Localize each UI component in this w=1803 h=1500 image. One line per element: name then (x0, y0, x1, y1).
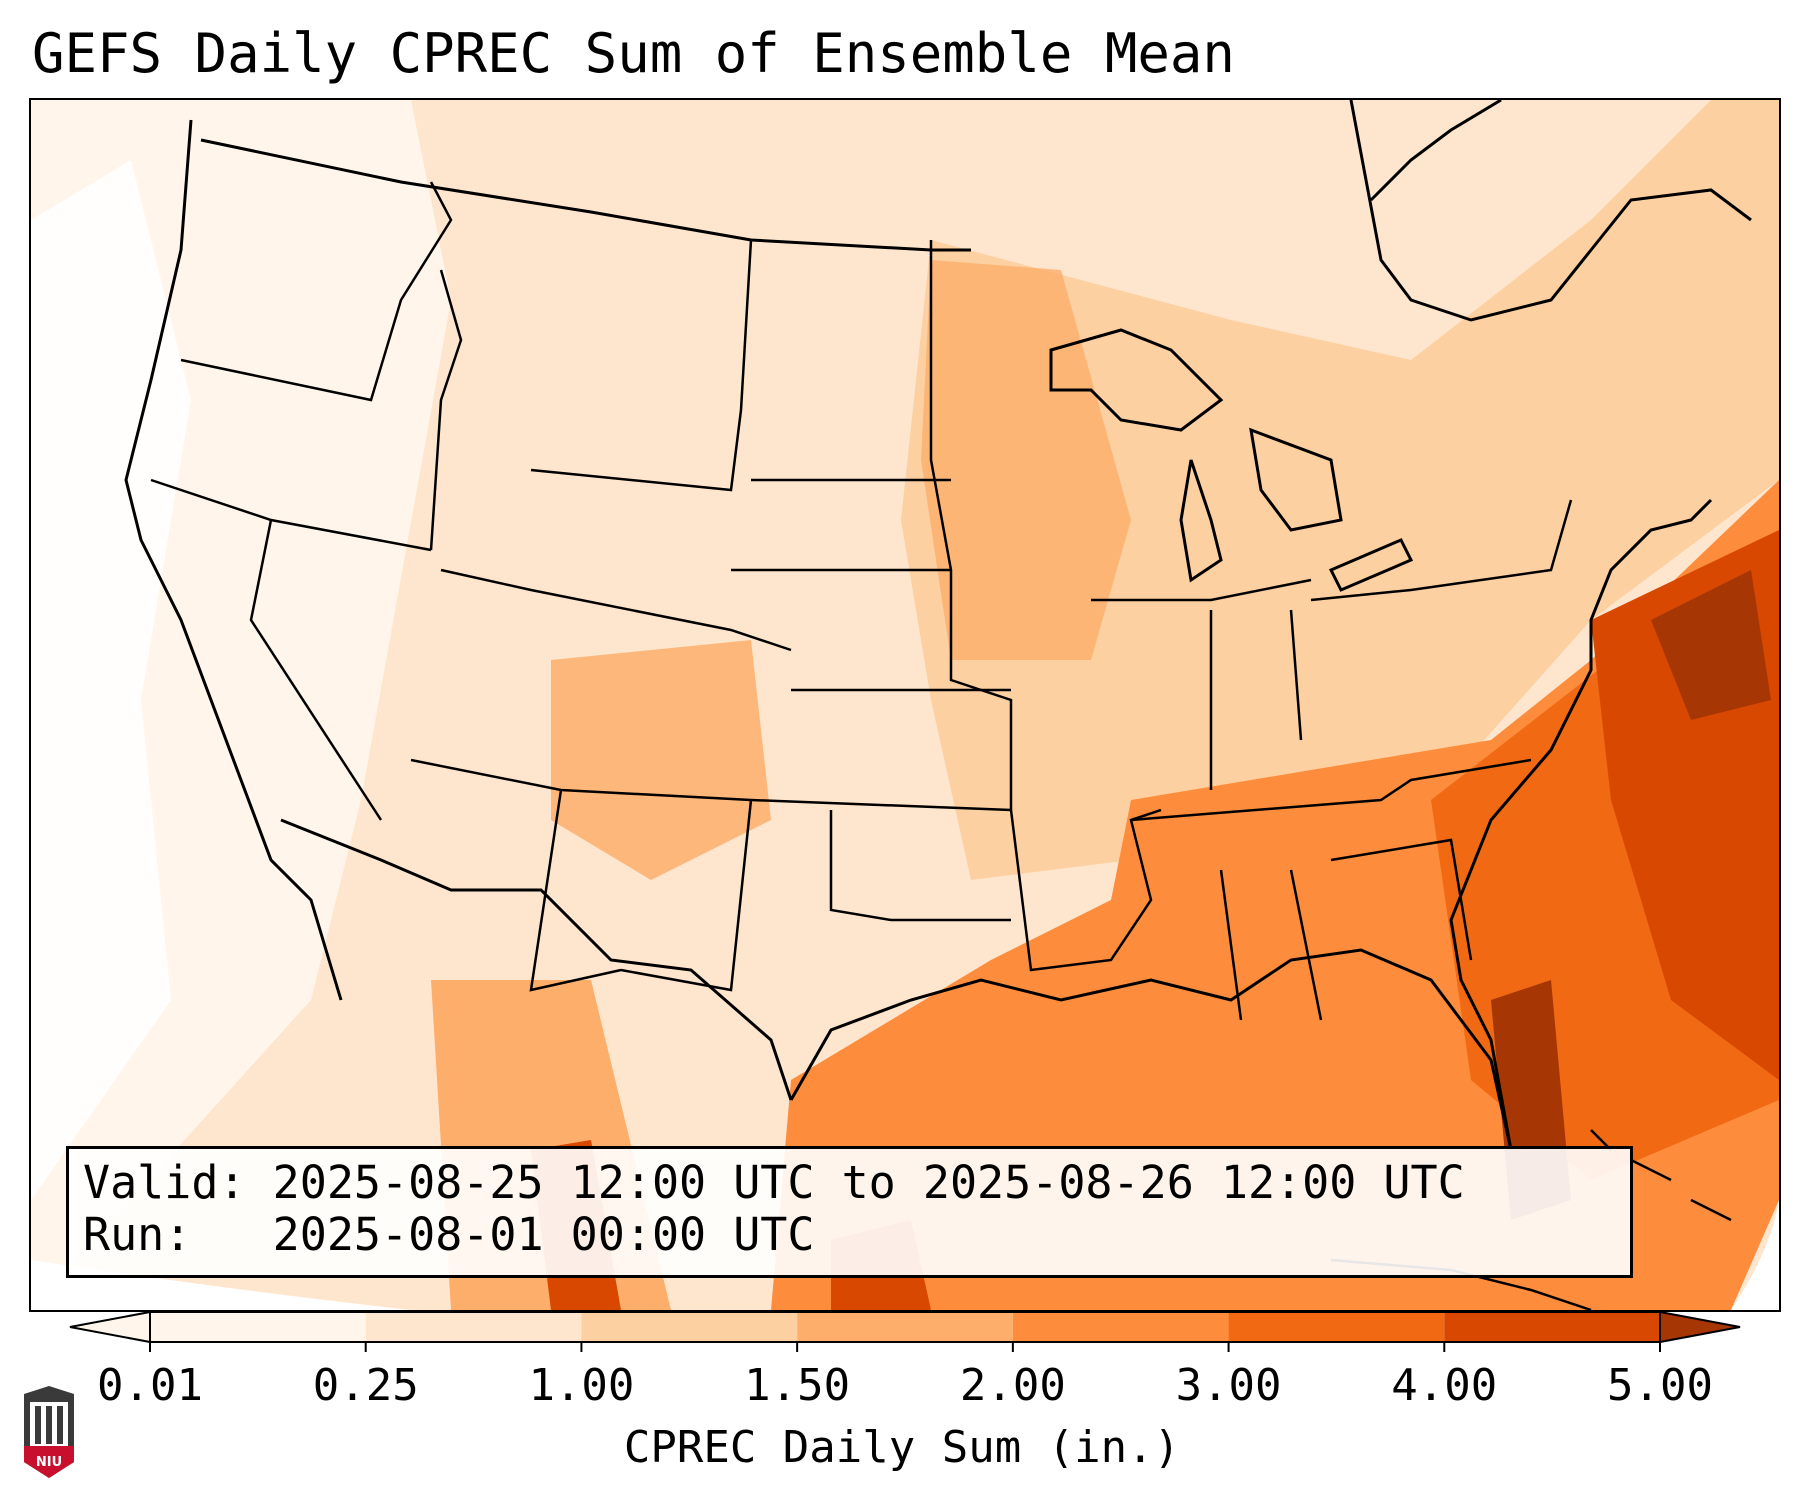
niu-logo-icon: NIU (24, 1386, 74, 1478)
lake-erie (1328, 538, 1414, 592)
precip-moderate-colorado (551, 640, 771, 880)
colorbar-tick-label: 1.00 (528, 1360, 635, 1411)
colorbar-segments (69, 1310, 1741, 1344)
precip-moderate-upper-midwest (921, 260, 1131, 660)
border-wy-mt (530, 239, 753, 492)
colorbar-ticks (149, 1342, 1661, 1352)
colorbar-segment (1228, 1312, 1445, 1342)
precipitation-map (31, 100, 1779, 1310)
colorbar-segment (1444, 1312, 1660, 1342)
political-borders (124, 100, 1752, 1151)
border-ar-la (1009, 808, 1162, 972)
border-or-id (180, 181, 453, 402)
offdomain-se (1731, 1200, 1779, 1310)
border-nv (249, 519, 383, 821)
border-nm-tx (620, 799, 753, 992)
border-id-mt (429, 269, 463, 551)
border-co-north (440, 568, 792, 652)
colorbar-segment (797, 1312, 1013, 1342)
precip-moderate-east (901, 100, 1779, 880)
colorbar-segment (581, 1312, 798, 1342)
run-line: Run: 2025-08-01 00:00 UTC (83, 1208, 815, 1261)
colorbar (69, 1310, 1741, 1352)
lake-huron (1249, 427, 1343, 532)
border-al-ga (1289, 869, 1323, 1021)
colorbar-tick-label: 0.01 (97, 1360, 203, 1411)
border-ga-sc (1330, 838, 1473, 961)
lake-michigan (1179, 459, 1223, 583)
border-us-canada-west (200, 138, 971, 252)
colorbar-tick-label: 3.00 (1175, 1360, 1282, 1411)
colorbar-label: CPREC Daily Sum (in.) (623, 1422, 1181, 1473)
colorbar-segment (365, 1312, 582, 1342)
colorbar-tick-label: 1.50 (744, 1360, 851, 1411)
border-wi-il (1091, 578, 1312, 602)
border-az-nm (529, 789, 622, 992)
border-pa (1310, 499, 1573, 602)
colorbar-tick-label: 4.00 (1391, 1360, 1498, 1411)
logo-text: NIU (36, 1455, 62, 1470)
colorbar-segment (1012, 1312, 1229, 1342)
valid-line: Valid: 2025-08-25 12:00 UTC to 2025-08-2… (83, 1156, 1465, 1209)
map-panel[interactable] (29, 98, 1781, 1312)
border-canada-east (1349, 100, 1752, 322)
border-tx-ok (829, 810, 1011, 922)
coastline-west (124, 119, 343, 1001)
border-us-mexico (280, 818, 793, 1101)
colorbar-outline (149, 1311, 1661, 1343)
lake-superior (1049, 328, 1224, 432)
coastline-east (1449, 498, 1713, 1151)
precip-trace-west (31, 160, 191, 1200)
colorbar-tick-label: 2.00 (959, 1360, 1066, 1411)
hudson-bay-coast (1369, 100, 1502, 202)
colorbar-segment (150, 1312, 366, 1342)
map-title: GEFS Daily CPREC Sum of Ensemble Mean (32, 22, 1235, 85)
colorbar-extend-low (69, 1310, 151, 1344)
offdomain-sw (31, 1260, 411, 1310)
border-mn-ia-mo (929, 240, 1013, 810)
border-ms-al (1219, 869, 1243, 1021)
border-oh-in (1289, 609, 1303, 741)
state-borders (150, 181, 1573, 1021)
coastline-gulf (789, 948, 1513, 1151)
border-ok-ks (410, 758, 1012, 812)
border-tn-nc (1130, 758, 1532, 822)
colorbar-tick-label: 0.25 (312, 1360, 419, 1411)
colorbar-tick-label: 5.00 (1607, 1360, 1713, 1411)
info-box: Valid: 2025-08-25 12:00 UTC to 2025-08-2… (66, 1146, 1633, 1278)
precip-extreme-atlantic (1651, 570, 1771, 720)
colorbar-extend-high (1659, 1310, 1741, 1344)
